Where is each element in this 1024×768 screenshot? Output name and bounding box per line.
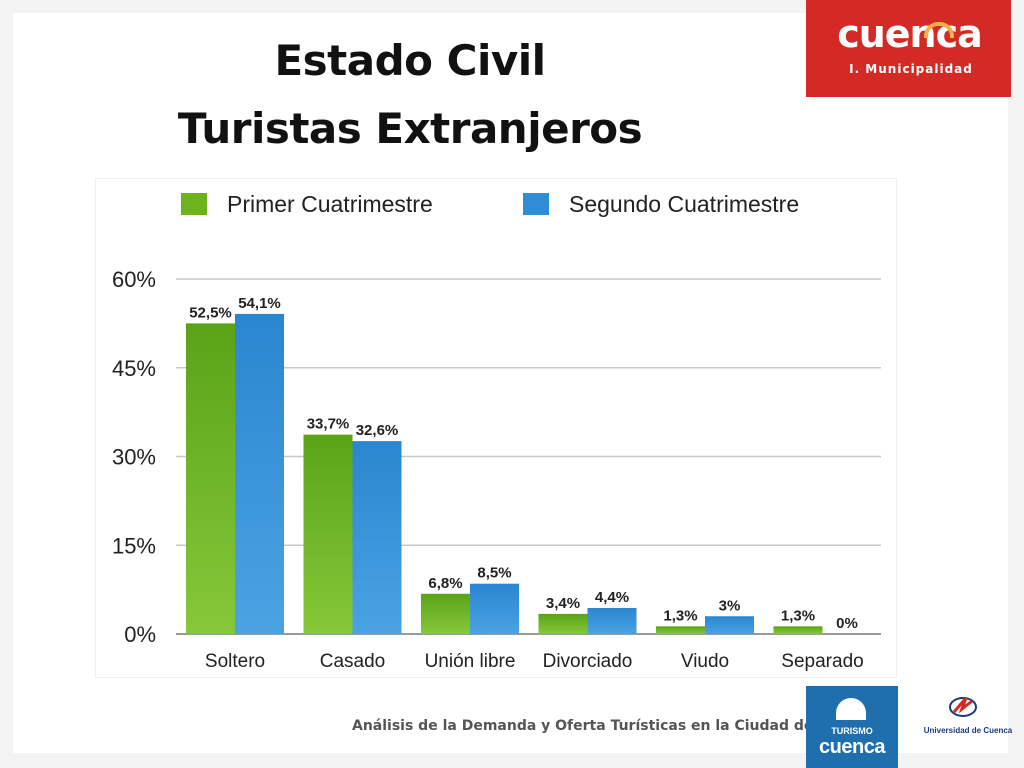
- logo-arch-icon: [924, 22, 954, 38]
- data-label: 3%: [719, 597, 741, 614]
- universidad-logo: Universidad de Cuenca: [918, 690, 1018, 750]
- university-label: Universidad de Cuenca: [923, 726, 1013, 735]
- y-tick-label: 30%: [112, 445, 156, 470]
- legend-label-2: Segundo Cuatrimestre: [569, 191, 799, 217]
- y-tick-label: 60%: [112, 267, 156, 292]
- turismo-cuenca-logo: TURISMO cuenca: [806, 686, 898, 768]
- bar-1: [303, 434, 353, 634]
- bar-2: [470, 583, 519, 634]
- page-subtitle: Turistas Extranjeros: [177, 104, 643, 153]
- bar-2: [352, 441, 402, 634]
- data-label: 1,3%: [781, 607, 815, 624]
- logo-subtitle: I. Municipalidad: [849, 62, 973, 76]
- data-label: 52,5%: [189, 304, 232, 321]
- data-label: 4,4%: [595, 589, 629, 606]
- data-label: 32,6%: [356, 422, 399, 439]
- bar-2: [705, 616, 754, 634]
- turismo-logo-big-text: cuenca: [819, 736, 885, 758]
- bar-2: [235, 313, 284, 634]
- turismo-logo-small-text: TURISMO: [831, 726, 873, 736]
- legend-swatch-2: [523, 193, 549, 215]
- bar-chart: Primer Cuatrimestre Segundo Cuatrimestre 0…: [95, 178, 897, 678]
- x-tick-label: Casado: [320, 651, 386, 672]
- chart-canvas: Primer Cuatrimestre Segundo Cuatrimestre 0…: [112, 191, 881, 672]
- data-label: 3,4%: [546, 595, 580, 612]
- x-tick-label: Soltero: [205, 651, 265, 672]
- x-tick-label: Unión libre: [425, 651, 516, 672]
- logo-brand-text: cuenca: [837, 12, 983, 56]
- y-tick-label: 0%: [124, 622, 156, 647]
- data-label: 33,7%: [307, 416, 350, 433]
- cuenca-municipal-logo: cuenca I. Municipalidad: [806, 0, 1011, 97]
- footer-caption: Análisis de la Demanda y Oferta Turístic…: [352, 718, 876, 734]
- data-label: 0%: [836, 615, 858, 632]
- page-title: Estado Civil: [274, 36, 546, 85]
- data-label: 54,1%: [238, 295, 281, 312]
- legend-swatch-1: [181, 193, 207, 215]
- dome-icon: [836, 698, 866, 720]
- bar-2: [587, 607, 637, 634]
- university-emblem-icon: [949, 697, 977, 717]
- x-tick-label: Divorciado: [543, 651, 633, 672]
- data-label: 6,8%: [428, 575, 462, 592]
- bar-1: [538, 613, 588, 634]
- data-label: 8,5%: [477, 565, 511, 582]
- legend-label-1: Primer Cuatrimestre: [227, 191, 433, 217]
- bar-1: [773, 626, 823, 634]
- y-tick-label: 15%: [112, 533, 156, 558]
- x-tick-label: Viudo: [681, 651, 729, 672]
- bar-1: [656, 626, 705, 634]
- x-tick-label: Separado: [781, 651, 863, 672]
- bar-1: [421, 593, 470, 634]
- bar-1: [186, 323, 235, 634]
- data-label: 1,3%: [663, 607, 697, 624]
- y-tick-label: 45%: [112, 356, 156, 381]
